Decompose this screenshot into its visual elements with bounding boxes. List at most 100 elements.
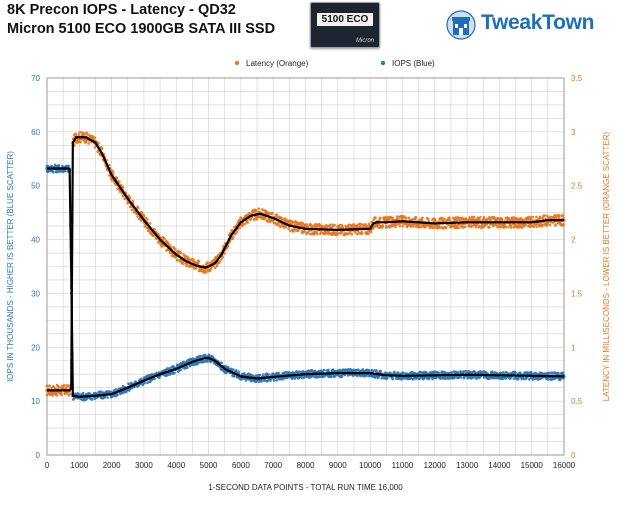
scatter-point — [514, 371, 517, 374]
scatter-point — [163, 237, 166, 241]
scatter-point — [106, 396, 109, 399]
scatter-point — [442, 217, 446, 221]
scatter-point — [354, 231, 357, 234]
scatter-point — [275, 213, 279, 216]
scatter-point — [241, 224, 244, 228]
scatter-point — [185, 366, 189, 369]
scatter-point — [130, 208, 134, 212]
scatter-point — [243, 222, 247, 226]
scatter-point — [143, 381, 147, 385]
scatter-point — [283, 217, 287, 220]
scatter-point — [517, 377, 520, 381]
scatter-point — [270, 211, 274, 215]
logo-text: TweakTown — [481, 11, 595, 34]
scatter-point — [561, 371, 565, 375]
scatter-point — [261, 373, 265, 376]
scatter-point — [371, 227, 375, 231]
scatter-point — [364, 223, 367, 226]
scatter-point — [548, 223, 552, 227]
scatter-point — [448, 218, 451, 222]
legend-label: IOPS (Blue) — [392, 59, 435, 68]
scatter-point — [255, 218, 259, 221]
scatter-point — [356, 374, 359, 378]
x-tick-label: 13000 — [456, 461, 479, 470]
scatter-point — [546, 378, 550, 381]
scatter-point — [488, 215, 491, 219]
scatter-point — [340, 230, 344, 234]
scatter-point — [60, 392, 63, 395]
scatter-point — [246, 221, 250, 224]
x-tick-label: 10000 — [359, 461, 382, 470]
scatter-point — [375, 369, 378, 372]
scatter-point — [144, 216, 147, 220]
scatter-point — [520, 226, 524, 230]
scatter-point — [248, 212, 251, 215]
chart-subtitle: Micron 5100 ECO 1900GB SATA III SSD — [7, 21, 276, 37]
left-y-tick-label: 10 — [31, 397, 40, 406]
scatter-point — [378, 216, 382, 220]
left-y-tick-label: 60 — [31, 128, 40, 137]
right-y-tick-label: 3 — [571, 128, 576, 137]
scatter-point — [455, 218, 459, 222]
scatter-point — [457, 226, 460, 230]
scatter-point — [258, 373, 261, 377]
scatter-point — [276, 221, 280, 225]
scatter-point — [64, 387, 68, 390]
scatter-point — [555, 216, 558, 220]
scatter-point — [237, 370, 241, 373]
scatter-point — [481, 226, 485, 229]
right-y-axis-label: LATENCY IN MILLISECONDS - LOWER IS BETTE… — [602, 131, 611, 401]
axes: 0 1000 2000 3000 4000 5000 6000 7000 8000 9000 100… — [31, 74, 583, 470]
x-tick-label: 1000 — [70, 461, 88, 470]
product-image: 5100 ECO Micron — [310, 2, 380, 48]
right-y-tick-label: 3.5 — [571, 74, 583, 83]
scatter-point — [328, 223, 332, 226]
right-y-tick-label: 0 — [571, 451, 576, 460]
scatter-point — [421, 216, 424, 220]
scatter-point — [543, 214, 546, 217]
legend-marker — [234, 60, 240, 66]
scatter-point — [140, 211, 144, 215]
scatter-point — [287, 227, 290, 230]
tweaktown-emblem-icon — [446, 10, 476, 40]
right-y-tick-label: 1.5 — [571, 289, 583, 298]
scatter-point — [448, 216, 451, 220]
series-iops — [45, 163, 566, 402]
scatter-point — [257, 207, 261, 211]
scatter-point — [405, 225, 409, 229]
scatter-point — [470, 224, 474, 228]
scatter-point — [284, 225, 288, 229]
scatter-point — [403, 215, 406, 218]
scatter-point — [204, 271, 208, 274]
scatter-point — [185, 254, 188, 258]
x-tick-label: 16000 — [553, 461, 576, 470]
scatter-point — [206, 261, 210, 265]
scatter-point — [434, 376, 438, 379]
scatter-point — [67, 394, 71, 397]
scatter-point — [269, 378, 272, 381]
scatter-point — [396, 371, 400, 374]
scatter-point — [361, 368, 365, 371]
scatter-point — [179, 368, 183, 372]
scatter-point — [222, 244, 225, 248]
scatter-point — [507, 225, 510, 229]
scatter-point — [561, 214, 565, 217]
scatter-point — [136, 215, 139, 218]
scatter-point — [118, 190, 122, 194]
left-y-tick-label: 50 — [31, 182, 40, 191]
scatter-point — [374, 216, 377, 220]
scatter-point — [148, 222, 152, 225]
scatter-point — [260, 379, 263, 382]
scatter-point — [407, 216, 411, 220]
grid — [46, 77, 565, 456]
scatter-point — [535, 225, 538, 229]
scatter-point — [139, 219, 143, 222]
scatter-point — [393, 370, 396, 374]
left-y-tick-label: 40 — [31, 236, 40, 245]
scatter-point — [472, 215, 476, 219]
scatter-point — [137, 206, 140, 210]
scatter-point — [340, 375, 344, 378]
scatter-point — [90, 398, 94, 401]
scatter-point — [175, 258, 179, 262]
scatter-point — [367, 368, 371, 372]
